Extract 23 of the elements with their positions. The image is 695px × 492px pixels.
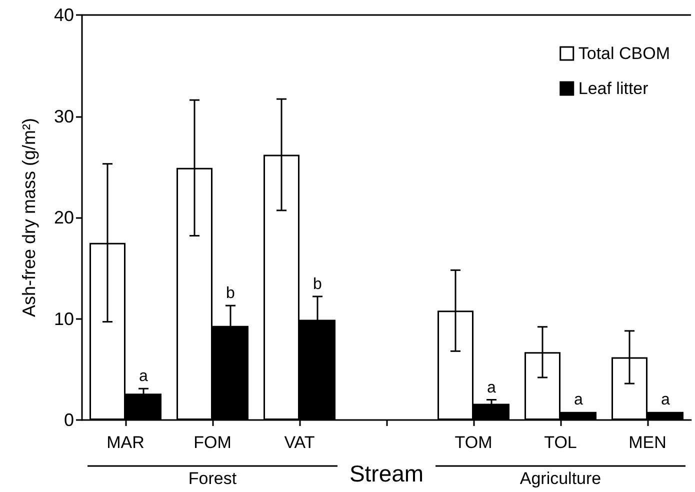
annotation: a	[139, 368, 148, 386]
x-tick-label: FOM	[194, 433, 232, 452]
annotation: a	[574, 391, 584, 408]
x-tick-label: MAR	[106, 433, 144, 452]
text: Agriculture	[520, 469, 602, 488]
y-tick-label: 30	[54, 106, 74, 126]
x-tick-label: MEN	[628, 433, 666, 452]
legend-label: Total CBOM	[578, 44, 670, 63]
annotation: a	[661, 391, 670, 408]
annotation: b	[226, 285, 236, 302]
text: Forest	[188, 469, 237, 488]
x-axis-title: Stream	[349, 460, 424, 486]
y-tick-label: 10	[54, 308, 74, 329]
annotation: a	[487, 379, 496, 396]
legend-label: Leaf litter	[578, 79, 649, 98]
y-axis-title: Ash-free dry mass (g/m²)	[19, 118, 39, 318]
y-tick-label: 40	[54, 5, 74, 25]
x-tick-label: VAT	[284, 433, 315, 452]
x-tick-label: TOM	[454, 433, 492, 452]
x-tick-label: TOL	[544, 433, 577, 452]
y-tick-label: 0	[64, 410, 74, 430]
y-tick-label: 20	[54, 208, 74, 228]
annotation: b	[313, 276, 322, 293]
